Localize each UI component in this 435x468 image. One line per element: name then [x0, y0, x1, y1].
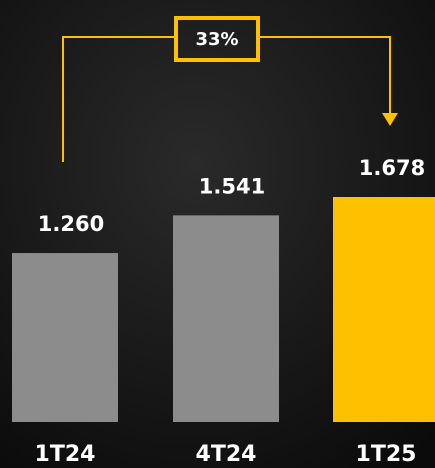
bar [173, 215, 279, 422]
value-label: 1.678 [359, 156, 425, 180]
value-label: 1.260 [38, 212, 104, 236]
bar [333, 197, 435, 422]
chart: 33% 1.260 1T24 1.541 4T24 1.678 1T25 [0, 0, 435, 468]
category-label: 4T24 [196, 442, 257, 467]
category-label: 1T25 [356, 442, 417, 467]
annotation: 33% [195, 29, 238, 50]
category-label: 1T24 [35, 442, 96, 467]
page: {"chart_data": {"type": "bar", "categori… [0, 0, 435, 468]
value-label: 1.541 [199, 174, 265, 198]
bar [12, 253, 118, 422]
